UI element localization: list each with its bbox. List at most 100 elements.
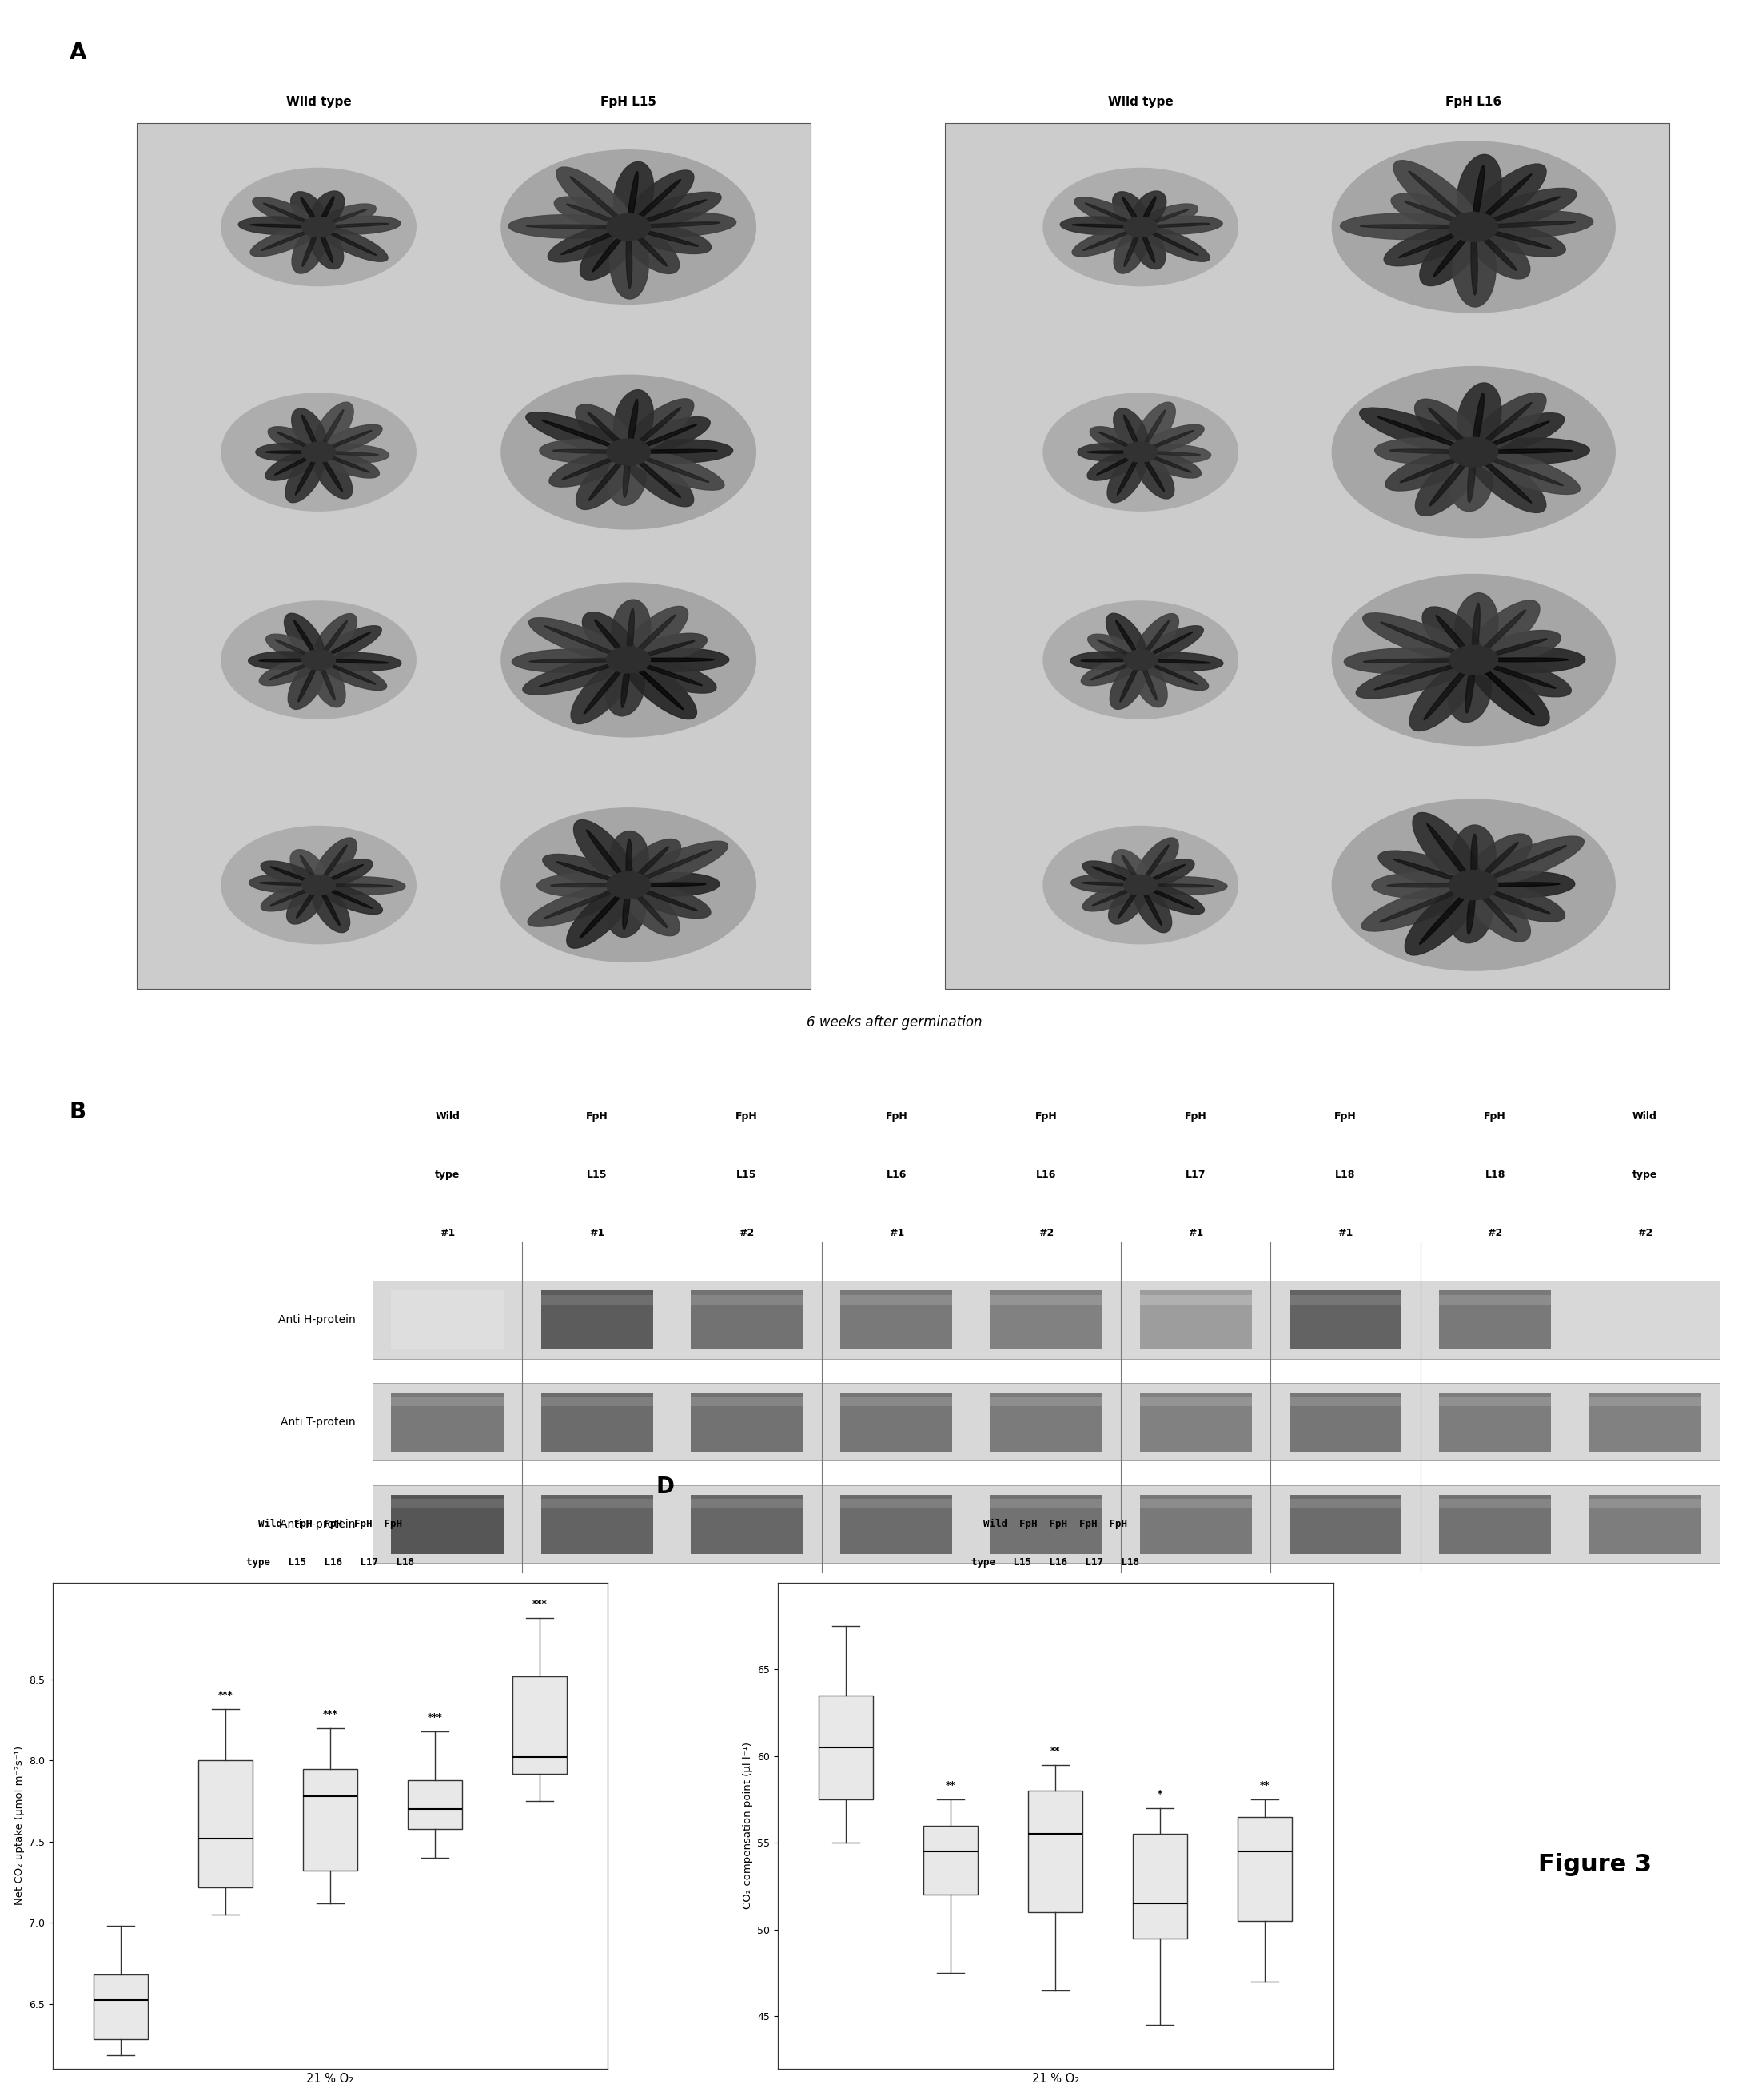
Circle shape bbox=[1333, 800, 1615, 970]
Ellipse shape bbox=[239, 216, 319, 235]
Ellipse shape bbox=[295, 619, 319, 659]
Ellipse shape bbox=[1119, 659, 1140, 701]
Ellipse shape bbox=[319, 884, 393, 886]
Text: FpH: FpH bbox=[1484, 1111, 1507, 1121]
Ellipse shape bbox=[1452, 825, 1496, 884]
Text: Wild: Wild bbox=[1633, 1111, 1658, 1121]
Bar bbox=[1589, 1499, 1701, 1508]
Text: FpH L16: FpH L16 bbox=[1445, 97, 1501, 107]
Circle shape bbox=[221, 825, 416, 943]
Text: ***: *** bbox=[428, 1711, 442, 1722]
Ellipse shape bbox=[1419, 884, 1473, 945]
Bar bbox=[840, 1499, 952, 1508]
Ellipse shape bbox=[1356, 657, 1475, 699]
Ellipse shape bbox=[1124, 416, 1140, 452]
Circle shape bbox=[302, 216, 335, 237]
Ellipse shape bbox=[628, 451, 709, 483]
Ellipse shape bbox=[312, 403, 354, 451]
Ellipse shape bbox=[624, 170, 695, 227]
Ellipse shape bbox=[1140, 659, 1210, 664]
Ellipse shape bbox=[319, 844, 347, 884]
Ellipse shape bbox=[1437, 615, 1473, 659]
Circle shape bbox=[1044, 601, 1238, 718]
Ellipse shape bbox=[1135, 838, 1179, 886]
Text: Anti H-protein: Anti H-protein bbox=[279, 1315, 356, 1325]
Ellipse shape bbox=[512, 649, 628, 672]
Ellipse shape bbox=[319, 445, 389, 462]
Ellipse shape bbox=[538, 659, 628, 687]
Ellipse shape bbox=[1140, 197, 1156, 227]
Ellipse shape bbox=[1140, 449, 1201, 479]
Text: Wild  FpH  FpH  FpH  FpH: Wild FpH FpH FpH FpH bbox=[984, 1518, 1128, 1529]
Ellipse shape bbox=[260, 659, 319, 662]
Ellipse shape bbox=[317, 227, 333, 262]
Ellipse shape bbox=[1473, 846, 1566, 884]
Ellipse shape bbox=[300, 855, 319, 884]
Ellipse shape bbox=[1379, 884, 1473, 922]
Ellipse shape bbox=[567, 204, 628, 227]
Ellipse shape bbox=[1473, 223, 1566, 256]
PathPatch shape bbox=[1028, 1791, 1082, 1913]
Ellipse shape bbox=[1470, 164, 1547, 229]
Ellipse shape bbox=[1137, 613, 1179, 659]
Ellipse shape bbox=[291, 227, 326, 273]
Circle shape bbox=[1449, 437, 1498, 466]
Text: FpH: FpH bbox=[1184, 1111, 1207, 1121]
Ellipse shape bbox=[261, 882, 319, 911]
Ellipse shape bbox=[310, 227, 344, 269]
Ellipse shape bbox=[1473, 884, 1517, 932]
Ellipse shape bbox=[1093, 884, 1140, 905]
Ellipse shape bbox=[1087, 634, 1142, 662]
Text: *: * bbox=[1158, 1789, 1163, 1800]
Text: B: B bbox=[70, 1100, 86, 1124]
Ellipse shape bbox=[542, 420, 628, 451]
Text: D: D bbox=[656, 1476, 674, 1497]
Ellipse shape bbox=[1140, 632, 1193, 659]
Ellipse shape bbox=[567, 884, 633, 949]
Ellipse shape bbox=[1140, 223, 1210, 227]
Bar bbox=[1289, 1499, 1401, 1508]
Ellipse shape bbox=[1391, 193, 1475, 231]
Ellipse shape bbox=[1405, 884, 1479, 955]
Ellipse shape bbox=[1140, 451, 1200, 456]
Ellipse shape bbox=[556, 861, 628, 884]
Ellipse shape bbox=[1140, 653, 1223, 670]
Ellipse shape bbox=[1428, 407, 1473, 452]
Ellipse shape bbox=[319, 659, 375, 685]
Ellipse shape bbox=[1472, 603, 1480, 659]
Circle shape bbox=[607, 439, 651, 466]
Text: L16: L16 bbox=[1037, 1170, 1056, 1180]
Text: **: ** bbox=[1259, 1781, 1270, 1791]
Ellipse shape bbox=[1344, 649, 1473, 674]
Ellipse shape bbox=[1389, 449, 1473, 454]
Ellipse shape bbox=[610, 227, 649, 298]
Ellipse shape bbox=[319, 653, 402, 670]
Ellipse shape bbox=[1412, 813, 1480, 886]
Ellipse shape bbox=[249, 874, 319, 892]
Ellipse shape bbox=[1135, 403, 1175, 451]
Ellipse shape bbox=[605, 659, 644, 716]
Ellipse shape bbox=[261, 861, 319, 888]
Ellipse shape bbox=[1473, 882, 1559, 886]
Circle shape bbox=[1124, 443, 1158, 462]
Ellipse shape bbox=[1470, 451, 1545, 512]
Ellipse shape bbox=[614, 162, 654, 227]
Circle shape bbox=[221, 601, 416, 718]
Ellipse shape bbox=[1473, 884, 1551, 913]
Circle shape bbox=[1449, 212, 1498, 242]
Ellipse shape bbox=[1415, 399, 1479, 454]
Ellipse shape bbox=[628, 659, 702, 685]
Circle shape bbox=[221, 393, 416, 510]
Ellipse shape bbox=[628, 882, 705, 886]
Ellipse shape bbox=[1473, 174, 1531, 227]
Ellipse shape bbox=[584, 659, 628, 714]
Ellipse shape bbox=[589, 451, 628, 500]
Ellipse shape bbox=[1473, 659, 1535, 716]
Ellipse shape bbox=[628, 424, 696, 451]
Bar bbox=[391, 1396, 503, 1407]
Ellipse shape bbox=[319, 197, 333, 227]
Ellipse shape bbox=[628, 451, 681, 498]
Text: L16: L16 bbox=[886, 1170, 907, 1180]
Bar bbox=[840, 1392, 952, 1451]
Ellipse shape bbox=[289, 851, 326, 886]
